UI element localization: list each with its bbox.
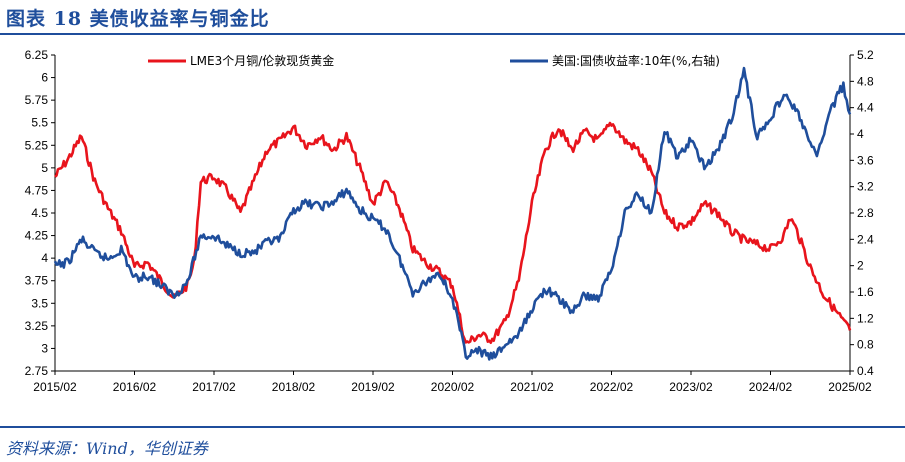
us-10y-yield-line <box>53 66 852 361</box>
x-tick-label: 2017/02 <box>192 380 236 394</box>
figure-title: 图表 18 美债收益率与铜金比 <box>6 8 270 30</box>
right-tick-label: 4.8 <box>857 74 874 88</box>
header-rule <box>0 33 905 35</box>
left-tick-label: 3 <box>41 341 48 355</box>
legend-label-copper-gold: LME3个月铜/伦敦现货黄金 <box>190 53 334 68</box>
x-tick-label: 2020/02 <box>431 380 475 394</box>
right-tick-label: 1.2 <box>857 311 874 325</box>
left-tick-label: 4.5 <box>31 206 48 220</box>
copper-gold-ratio-line <box>54 121 852 344</box>
x-tick-label: 2016/02 <box>113 380 157 394</box>
left-tick-label: 3.5 <box>31 296 48 310</box>
left-tick-label: 4.25 <box>25 229 49 243</box>
left-tick-label: 5.25 <box>25 138 49 152</box>
left-tick-label: 3.75 <box>25 274 49 288</box>
x-tick-label: 2022/02 <box>590 380 634 394</box>
left-tick-label: 6 <box>41 71 48 85</box>
footer-rule <box>0 426 905 428</box>
source-note: 资料来源：Wind，华创证券 <box>6 439 208 458</box>
right-tick-label: 3.2 <box>857 180 874 194</box>
x-tick-label: 2025/02 <box>828 380 872 394</box>
right-tick-label: 1.6 <box>857 285 874 299</box>
left-tick-label: 4.75 <box>25 183 49 197</box>
x-tick-label: 2021/02 <box>510 380 554 394</box>
figure-footer: 资料来源：Wind，华创证券 <box>0 426 905 462</box>
legend-label-us-yield: 美国:国债收益率:10年(%,右轴) <box>552 53 720 68</box>
figure-header: 图表 18 美债收益率与铜金比 <box>0 0 905 35</box>
right-tick-label: 3.6 <box>857 153 874 167</box>
left-tick-label: 2.75 <box>25 364 49 378</box>
right-tick-label: 0.8 <box>857 338 874 352</box>
right-tick-label: 4.4 <box>857 101 874 115</box>
left-tick-label: 6.25 <box>25 48 49 62</box>
left-tick-label: 4 <box>41 251 48 265</box>
x-tick-label: 2024/02 <box>749 380 793 394</box>
x-tick-label: 2019/02 <box>351 380 395 394</box>
left-tick-label: 3.25 <box>25 319 49 333</box>
right-tick-label: 2 <box>857 259 864 273</box>
right-tick-label: 2.8 <box>857 206 874 220</box>
left-tick-label: 5 <box>41 161 48 175</box>
x-tick-label: 2018/02 <box>272 380 316 394</box>
dual-axis-line-chart: 2.75 3 3.25 3.5 3.75 4 4.25 4.5 4.75 5 5.25 5.5 5.75… <box>25 48 874 394</box>
right-tick-label: 2.4 <box>857 232 874 246</box>
x-tick-label: 2023/02 <box>669 380 713 394</box>
right-tick-label: 4 <box>857 127 864 141</box>
right-tick-label: 0.4 <box>857 364 874 378</box>
x-tick-label: 2015/02 <box>33 380 77 394</box>
left-tick-label: 5.5 <box>31 116 48 130</box>
left-tick-label: 5.75 <box>25 93 49 107</box>
right-tick-label: 5.2 <box>857 48 874 62</box>
